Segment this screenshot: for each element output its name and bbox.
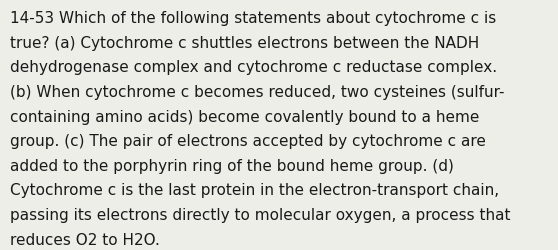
Text: dehydrogenase complex and cytochrome c reductase complex.: dehydrogenase complex and cytochrome c r… [10, 60, 497, 75]
Text: 14-53 Which of the following statements about cytochrome c is: 14-53 Which of the following statements … [10, 11, 496, 26]
Text: group. (c) The pair of electrons accepted by cytochrome c are: group. (c) The pair of electrons accepte… [10, 134, 486, 149]
Text: added to the porphyrin ring of the bound heme group. (d): added to the porphyrin ring of the bound… [10, 158, 454, 173]
Text: reduces O2 to H2O.: reduces O2 to H2O. [10, 232, 160, 247]
Text: (b) When cytochrome c becomes reduced, two cysteines (sulfur-: (b) When cytochrome c becomes reduced, t… [10, 85, 504, 100]
Text: passing its electrons directly to molecular oxygen, a process that: passing its electrons directly to molecu… [10, 207, 511, 222]
Text: containing amino acids) become covalently bound to a heme: containing amino acids) become covalentl… [10, 109, 479, 124]
Text: true? (a) Cytochrome c shuttles electrons between the NADH: true? (a) Cytochrome c shuttles electron… [10, 36, 479, 51]
Text: Cytochrome c is the last protein in the electron-transport chain,: Cytochrome c is the last protein in the … [10, 183, 499, 198]
